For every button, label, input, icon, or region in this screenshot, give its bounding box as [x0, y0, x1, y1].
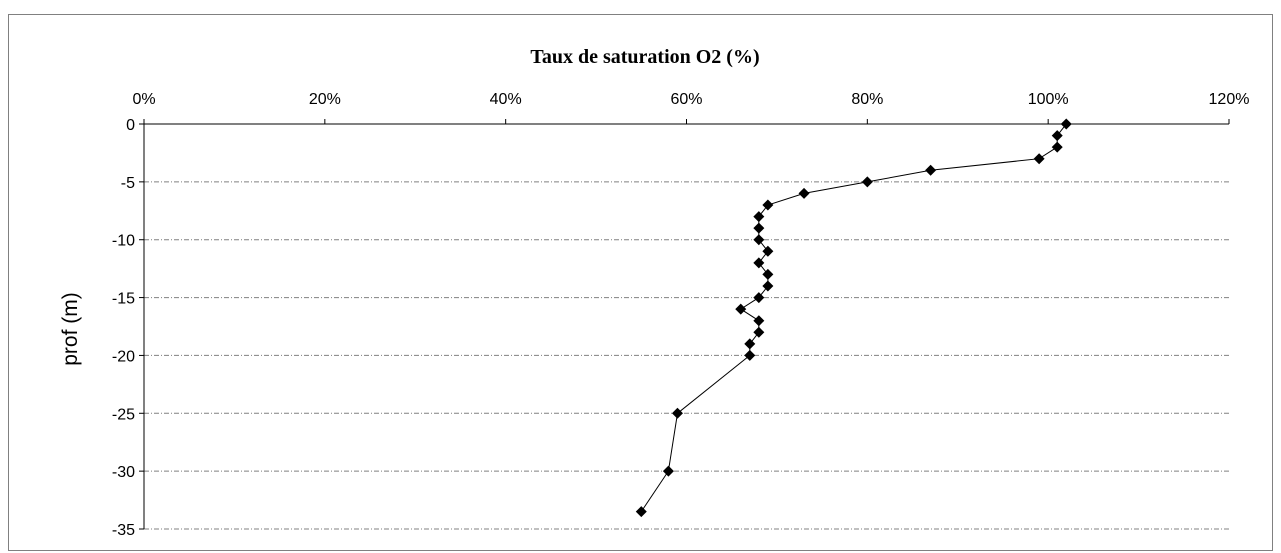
x-tick-label: 40% — [490, 91, 522, 108]
data-point — [744, 338, 756, 350]
chart-frame — [8, 14, 1273, 551]
gridlines — [144, 181, 1229, 530]
x-tick-label: 100% — [1028, 91, 1069, 108]
x-tick-label: 120% — [1209, 91, 1250, 108]
data-point — [1033, 153, 1045, 165]
data-point — [762, 280, 774, 292]
data-point — [753, 234, 765, 246]
data-point — [635, 506, 647, 518]
data-point — [861, 176, 873, 188]
data-point — [925, 164, 937, 176]
y-tick-labels: 0 -5 -10 -15 -20 -25 -30 -35 — [112, 117, 135, 539]
data-points — [635, 118, 1072, 518]
data-point — [798, 187, 810, 199]
data-point — [753, 315, 765, 327]
x-tick-label: 20% — [309, 91, 341, 108]
y-tick-label: -15 — [112, 291, 135, 308]
data-point — [662, 465, 674, 477]
y-axis-title: prof (m) — [59, 292, 82, 366]
data-point — [762, 245, 774, 257]
data-point — [753, 222, 765, 234]
y-tick-label: -20 — [112, 348, 135, 365]
y-tick-label: 0 — [126, 117, 135, 134]
y-tick-label: -10 — [112, 233, 135, 250]
data-point — [762, 268, 774, 280]
data-point — [1051, 141, 1063, 153]
chart-title: Taux de saturation O2 (%) — [530, 46, 759, 68]
data-point — [1051, 130, 1063, 142]
x-tick-label: 0% — [132, 91, 155, 108]
data-point — [735, 303, 747, 315]
data-point — [753, 257, 765, 269]
x-tick-labels: 0% 20% 40% 60% 80% 100% 120% — [132, 91, 1249, 108]
data-point — [753, 326, 765, 338]
y-tick-label: -35 — [112, 522, 135, 539]
axes — [139, 119, 1230, 530]
x-tick-label: 80% — [851, 91, 883, 108]
data-point — [1060, 118, 1072, 130]
y-tick-label: -25 — [112, 406, 135, 423]
data-point — [744, 349, 756, 361]
data-point — [671, 407, 683, 419]
data-point — [753, 211, 765, 223]
y-tick-label: -30 — [112, 464, 135, 481]
data-point — [753, 292, 765, 304]
data-point — [762, 199, 774, 211]
x-tick-label: 60% — [670, 91, 702, 108]
y-tick-label: -5 — [121, 175, 135, 192]
